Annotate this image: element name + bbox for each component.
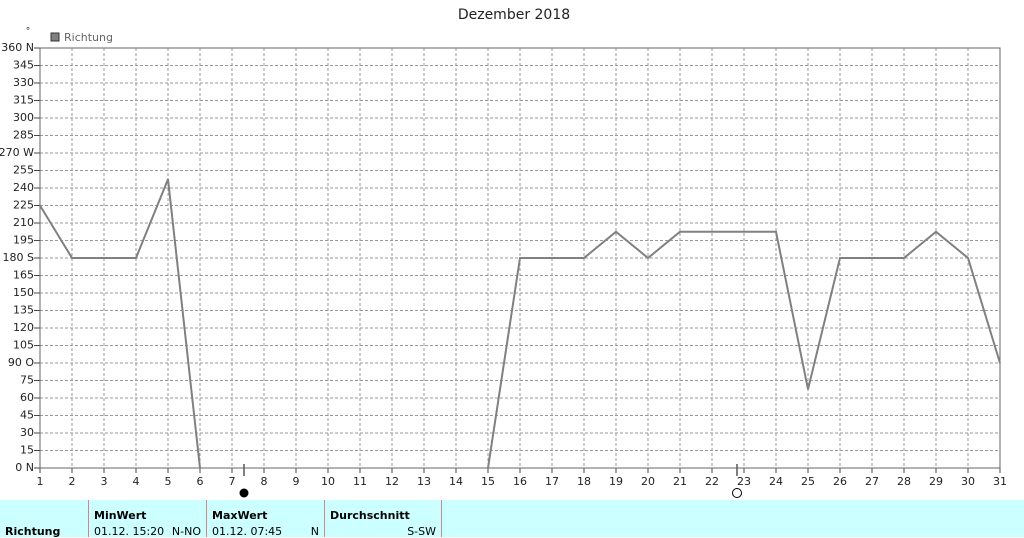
- value: S-SW: [407, 525, 436, 538]
- moon-phases: [239, 464, 742, 498]
- x-tick-label: 29: [929, 475, 943, 488]
- y-unit: °: [26, 27, 31, 37]
- x-tick-label: 3: [101, 475, 108, 488]
- x-tick-label: 4: [133, 475, 140, 488]
- y-tick-label: 165: [13, 269, 34, 282]
- y-tick-label: 240: [13, 181, 34, 194]
- y-tick-label: 90 O: [8, 356, 34, 369]
- y-tick-label: 285: [13, 129, 34, 142]
- x-tick-label: 22: [705, 475, 719, 488]
- y-tick-label: 345: [13, 59, 34, 72]
- x-tick-label: 26: [833, 475, 847, 488]
- y-tick-label: 30: [20, 426, 34, 439]
- date: 01.12. 15:20: [94, 525, 165, 538]
- legend-swatch: [50, 32, 60, 42]
- y-tick-label: 195: [13, 234, 34, 247]
- y-tick-label: 330: [13, 76, 34, 89]
- new-moon: [239, 488, 249, 498]
- y-tick-label: 255: [13, 164, 34, 177]
- x-tick-label: 7: [229, 475, 236, 488]
- x-tick-label: 30: [961, 475, 975, 488]
- x-tick-label: 13: [417, 475, 431, 488]
- x-tick-label: 23: [737, 475, 751, 488]
- y-tick-label: 270 W: [0, 146, 34, 159]
- y-tick-label: 135: [13, 304, 34, 317]
- x-tick-label: 15: [481, 475, 495, 488]
- row-label-cell: Richtung: [0, 500, 89, 538]
- row-label: Richtung: [5, 525, 61, 538]
- x-tick-label: 27: [865, 475, 879, 488]
- x-tick-label: 28: [897, 475, 911, 488]
- x-tick-label: 25: [801, 475, 815, 488]
- chart: Dezember 2018 ° Richtung 0 N153045607590…: [0, 7, 1007, 498]
- x-tick-label: 8: [261, 475, 268, 488]
- x-tick-label: 18: [577, 475, 591, 488]
- plot-border: [39, 47, 1001, 469]
- y-tick-label: 120: [13, 321, 34, 334]
- date: 01.12. 07:45: [212, 525, 283, 538]
- legend-label: Richtung: [64, 31, 113, 44]
- value: N: [310, 525, 319, 538]
- y-tick-label: 0 N: [15, 461, 34, 474]
- col-header: Durchschnitt: [330, 509, 410, 522]
- col-header: MinWert: [94, 509, 147, 522]
- y-tick-label: 60: [20, 391, 34, 404]
- x-tick-label: 5: [165, 475, 172, 488]
- summary-table: Richtung MinWert 01.12. 15:20 N-NO MaxWert…: [0, 500, 1024, 538]
- x-tick-label: 31: [993, 475, 1007, 488]
- x-tick-label: 2: [69, 475, 76, 488]
- x-tick-label: 1: [37, 475, 44, 488]
- chart-title: Dezember 2018: [458, 7, 570, 23]
- x-tick-label: 17: [545, 475, 559, 488]
- y-tick-label: 150: [13, 286, 34, 299]
- x-tick-label: 11: [353, 475, 367, 488]
- y-tick-label: 315: [13, 94, 34, 107]
- x-tick-label: 20: [641, 475, 655, 488]
- col-header: MaxWert: [212, 509, 268, 522]
- y-tick-label: 105: [13, 339, 34, 352]
- cell: MaxWert 01.12. 07:45 N: [207, 500, 325, 538]
- y-tick-label: 225: [13, 199, 34, 212]
- value: N-NO: [171, 525, 201, 538]
- y-tick-label: 45: [20, 409, 34, 422]
- x-tick-label: 24: [769, 475, 783, 488]
- y-tick-label: 300: [13, 111, 34, 124]
- x-tick-label: 19: [609, 475, 623, 488]
- y-tick-label: 210: [13, 216, 34, 229]
- full-moon: [732, 488, 742, 498]
- x-tick-label: 6: [197, 475, 204, 488]
- x-tick-label: 9: [293, 475, 300, 488]
- x-tick-label: 10: [321, 475, 335, 488]
- cell: MinWert 01.12. 15:20 N-NO: [89, 500, 207, 538]
- x-tick-label: 12: [385, 475, 399, 488]
- y-tick-label: 15: [20, 444, 34, 457]
- data-line: [39, 178, 1001, 469]
- x-tick-label: 14: [449, 475, 463, 488]
- cell: Durchschnitt S-SW: [325, 500, 442, 538]
- y-tick-label: 75: [20, 374, 34, 387]
- x-tick-label: 16: [513, 475, 527, 488]
- y-tick-label: 360 N: [1, 41, 34, 54]
- y-tick-label: 180 S: [3, 251, 34, 264]
- x-tick-label: 21: [673, 475, 687, 488]
